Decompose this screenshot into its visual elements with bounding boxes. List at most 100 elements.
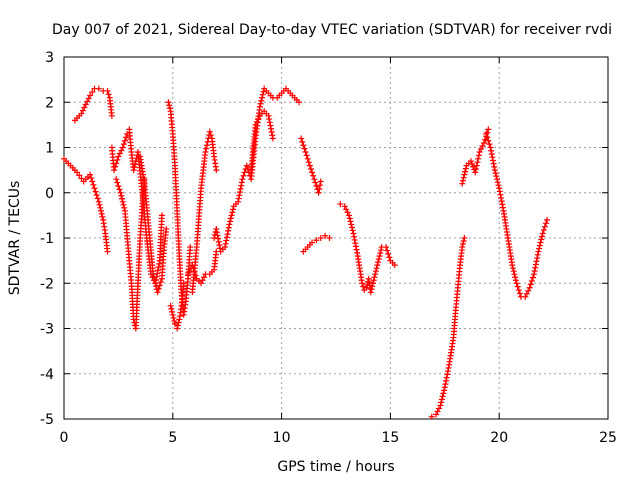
data-point-trace — [536, 245, 543, 252]
data-point-trace — [257, 100, 264, 107]
data-point — [309, 239, 316, 246]
data-point-trace — [537, 239, 544, 246]
data-point — [154, 289, 161, 296]
data-point-trace — [228, 212, 235, 219]
series-s14 — [337, 201, 398, 296]
data-point-trace — [120, 141, 127, 148]
data-point-trace — [116, 186, 123, 193]
data-point — [235, 198, 242, 205]
x-tick-labels: 0 5 10 15 20 25 — [60, 430, 617, 446]
data-point-trace — [121, 137, 128, 144]
data-point-trace — [98, 210, 105, 217]
data-point-trace — [514, 283, 521, 290]
y-tick-label: -3 — [40, 322, 54, 338]
data-point-trace — [119, 195, 126, 202]
data-point — [322, 232, 329, 239]
data-point-trace — [157, 279, 164, 286]
data-point-trace — [491, 163, 498, 170]
data-point-trace — [460, 174, 467, 181]
data-point-trace — [532, 264, 539, 271]
data-point — [158, 212, 165, 219]
data-point-trace — [494, 179, 501, 186]
data-point — [391, 262, 398, 269]
data-point — [296, 99, 303, 106]
data-point — [222, 244, 229, 251]
data-point — [374, 262, 381, 269]
series-s9 — [189, 128, 220, 296]
data-point — [367, 289, 374, 296]
data-point-trace — [79, 107, 86, 114]
data-point — [115, 153, 122, 160]
chart-title: Day 007 of 2021, Sidereal Day-to-day VTE… — [52, 22, 612, 38]
data-point-trace — [175, 319, 182, 326]
data-point-trace — [269, 132, 276, 139]
data-point-trace — [259, 94, 266, 101]
data-point-trace — [203, 142, 210, 149]
data-point-trace — [303, 152, 310, 159]
data-point-trace — [541, 223, 548, 230]
data-point-trace — [116, 150, 123, 157]
data-point-trace — [435, 405, 442, 412]
data-point — [269, 135, 276, 142]
data-point-trace — [96, 201, 103, 208]
data-point-trace — [488, 147, 495, 154]
data-point-trace — [154, 267, 161, 274]
data-point-trace — [375, 256, 382, 263]
data-point-trace — [227, 218, 234, 225]
data-point-trace — [114, 179, 121, 186]
data-point-trace — [121, 204, 128, 211]
data-point-trace — [213, 229, 220, 236]
data-point-trace — [216, 242, 223, 249]
data-point-trace — [150, 274, 157, 281]
data-point — [174, 325, 181, 332]
data-point-trace — [354, 249, 361, 256]
data-point — [459, 244, 466, 251]
data-point-trace — [542, 220, 549, 227]
data-point — [472, 169, 479, 176]
data-point-trace — [441, 387, 448, 394]
data-point — [513, 280, 520, 287]
data-point-trace — [299, 138, 306, 145]
data-point — [363, 284, 370, 291]
data-point — [526, 284, 533, 291]
data-point-trace — [169, 308, 176, 315]
data-point-trace — [474, 159, 481, 166]
data-point — [202, 149, 209, 156]
data-point — [341, 203, 348, 210]
data-point-trace — [372, 268, 379, 275]
data-point — [104, 248, 111, 255]
data-point — [441, 384, 448, 391]
y-tick-label: -1 — [40, 231, 54, 247]
data-point — [531, 271, 538, 278]
data-point — [313, 237, 320, 244]
data-point-trace — [475, 152, 482, 159]
data-point-trace — [93, 192, 100, 199]
data-point-trace — [94, 195, 101, 202]
series-s7 — [167, 280, 187, 332]
data-point-trace — [313, 182, 320, 189]
data-point-trace — [92, 188, 99, 195]
data-point — [113, 176, 120, 183]
data-point-trace — [112, 163, 119, 170]
data-point — [298, 135, 305, 142]
data-point-trace — [166, 102, 173, 109]
data-point-trace — [118, 192, 125, 199]
data-point-trace — [89, 89, 96, 96]
data-point-trace — [485, 137, 492, 144]
data-point-trace — [532, 261, 539, 268]
data-point-trace — [443, 374, 450, 381]
data-point — [433, 411, 440, 418]
data-point — [509, 262, 516, 269]
data-point — [315, 189, 322, 196]
data-point-trace — [344, 209, 351, 216]
data-point-trace — [440, 390, 447, 397]
data-point — [95, 198, 102, 205]
data-point-trace — [174, 322, 181, 329]
series-s11 — [248, 108, 276, 174]
data-point-trace — [475, 155, 482, 162]
data-point-trace — [349, 227, 356, 234]
data-point-trace — [369, 283, 376, 290]
data-point-trace — [434, 408, 441, 415]
data-point-trace — [373, 265, 380, 272]
data-point-trace — [305, 159, 312, 166]
